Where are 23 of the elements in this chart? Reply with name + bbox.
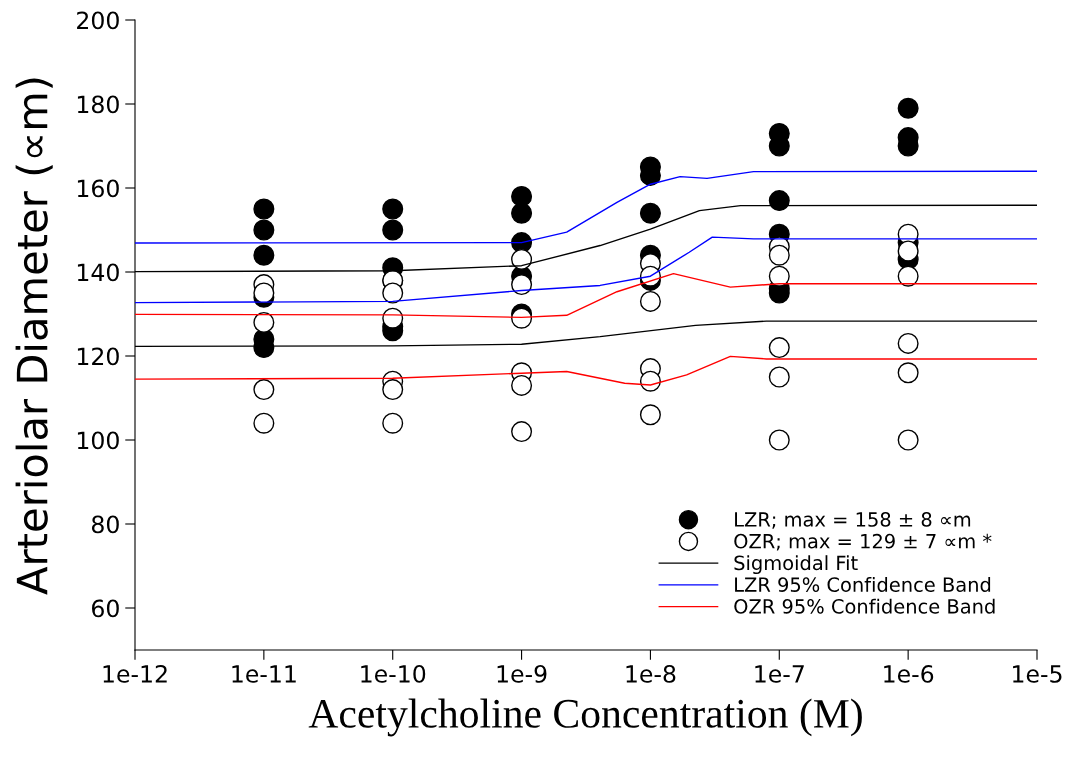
legend-label: OZR 95% Confidence Band: [734, 598, 995, 614]
y-tick-label: 120: [77, 347, 119, 366]
x-tick-label: 1e-9: [497, 665, 547, 683]
x-tick-label: 1e-8: [626, 665, 676, 683]
y-axis-title: Arteriolar Diameter (∝m): [15, 78, 53, 595]
x-tick-label: 1e-5: [1013, 665, 1062, 683]
legend-label: OZR; max = 129 ± 7 ∝m *: [734, 533, 992, 551]
x-tick-label: 1e-11: [232, 665, 296, 683]
legend-label: Sigmoidal Fit: [734, 555, 858, 575]
y-tick-label: 100: [77, 431, 119, 450]
y-tick-label: 200: [77, 11, 119, 30]
x-tick-label: 1e-10: [361, 665, 426, 683]
y-tick-label: 180: [77, 95, 119, 114]
legend-label: LZR; max = 158 ± 8 ∝m: [735, 512, 971, 529]
x-tick-label: 1e-6: [884, 665, 934, 683]
x-tick-label: 1e-7: [755, 665, 804, 683]
y-tick-label: 140: [77, 263, 119, 282]
legend-label: LZR 95% Confidence Band: [735, 576, 991, 592]
x-axis-title: Acetylcholine Concentration (M): [308, 698, 862, 737]
y-tick-label: 60: [92, 599, 119, 618]
x-tick-label: 1e-12: [103, 665, 167, 683]
y-tick-label: 160: [77, 179, 119, 198]
y-tick-label: 80: [91, 515, 119, 534]
